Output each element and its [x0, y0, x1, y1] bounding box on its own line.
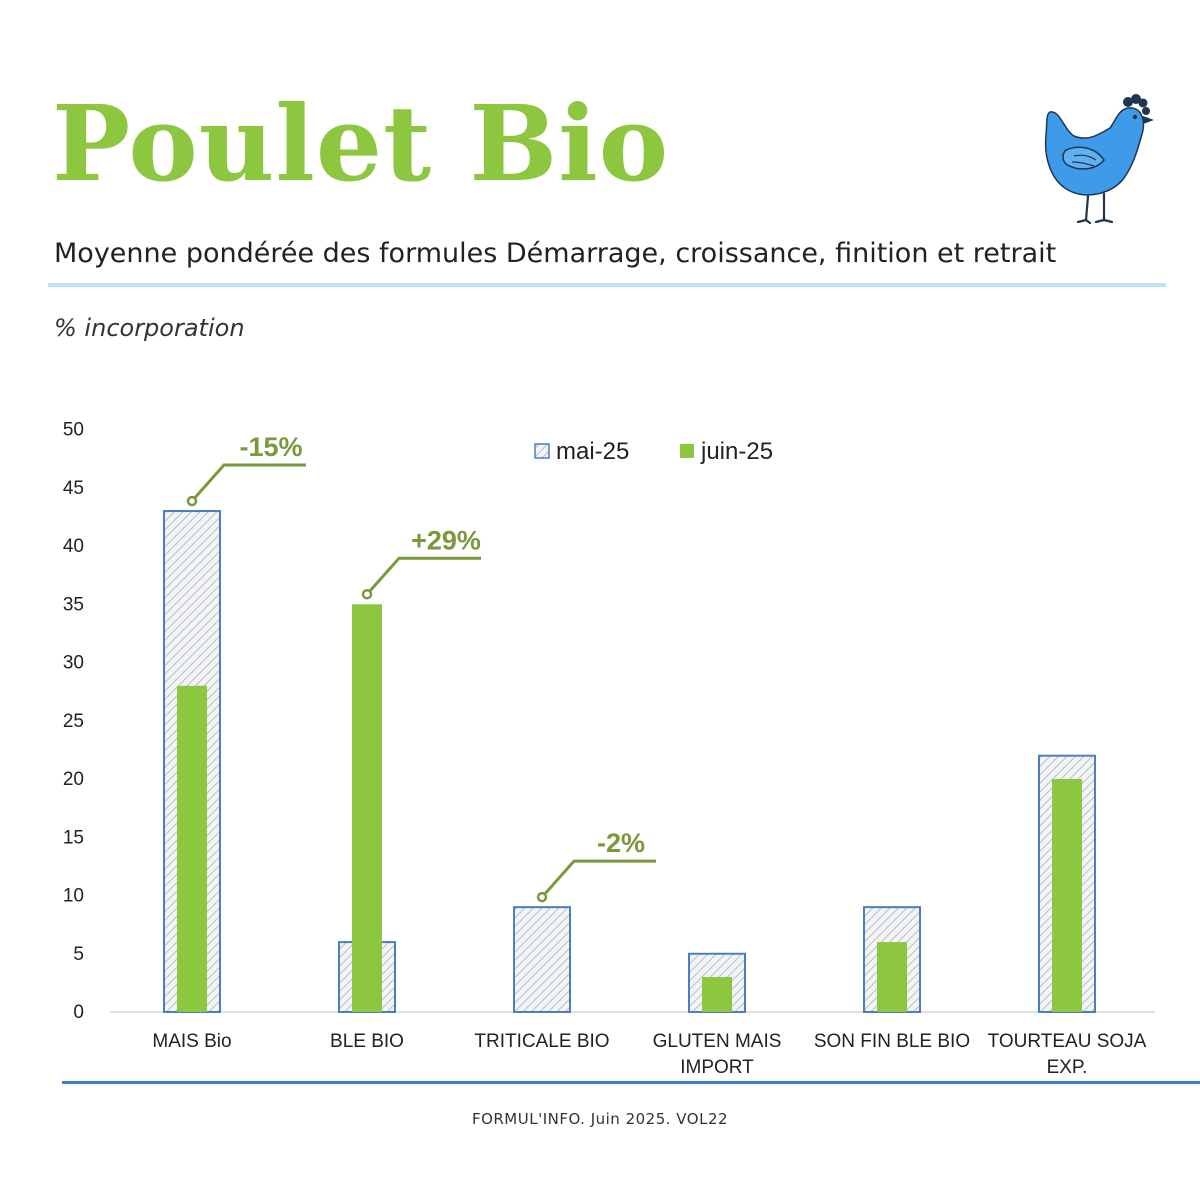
x-tick-label: MAIS Bio — [152, 1031, 231, 1052]
hen-icon — [1044, 94, 1154, 225]
bar-juin-25 — [877, 942, 907, 1012]
legend-swatch — [534, 443, 550, 459]
bar-mai-25 — [513, 906, 571, 1014]
header-divider — [48, 283, 1166, 287]
x-tick-label: TRITICALE BIO — [474, 1031, 609, 1052]
callout-line — [190, 463, 306, 503]
y-tick-label: 0 — [73, 1002, 84, 1023]
x-tick-label: TOURTEAU SOJA — [988, 1031, 1147, 1052]
bar-juin-25 — [177, 685, 207, 1012]
callout-line — [540, 859, 656, 899]
callout-dot — [361, 589, 373, 600]
legend-label: mai-25 — [556, 438, 629, 465]
callout-line — [365, 556, 481, 596]
callout-label: -2% — [597, 828, 645, 858]
bar-juin-25 — [1052, 779, 1082, 1012]
y-tick-label: 45 — [63, 478, 84, 499]
y-tick-label: 25 — [63, 711, 84, 732]
bar-juin-25 — [702, 977, 732, 1012]
y-tick-label: 50 — [63, 420, 84, 441]
legend-label: juin-25 — [700, 438, 773, 465]
callout-dot — [536, 891, 548, 903]
callout-label: +29% — [411, 525, 481, 555]
x-tick-label: SON FIN BLE BIO — [814, 1031, 970, 1052]
callout-label: -15% — [239, 432, 302, 462]
y-tick-label: 5 — [73, 944, 84, 965]
y-tick-label: 35 — [63, 594, 84, 615]
footer-divider — [62, 1081, 1200, 1084]
callout-dot — [186, 495, 198, 507]
page-subtitle: Moyenne pondérée des formules Démarrage,… — [54, 238, 1057, 269]
bar-chart: 0 5 10 15 20 25 30 35 40 45 50 MAIS Bio BLE BIO TRITI… — [63, 420, 1155, 1078]
y-axis-unit-label: % incorporation — [54, 314, 245, 342]
x-tick-label: IMPORT — [680, 1057, 754, 1078]
y-tick-label: 10 — [63, 886, 84, 907]
x-tick-label: BLE BIO — [330, 1031, 404, 1052]
y-tick-label: 15 — [63, 827, 84, 848]
y-tick-label: 40 — [63, 536, 84, 557]
x-tick-label: GLUTEN MAIS — [653, 1031, 782, 1052]
footer-credit: FORMUL'INFO. Juin 2025. VOL22 — [471, 1110, 729, 1128]
bar-juin-25 — [352, 604, 382, 1012]
x-tick-label: EXP. — [1047, 1057, 1088, 1078]
legend-swatch — [680, 444, 694, 458]
y-tick-label: 20 — [63, 769, 84, 790]
y-tick-label: 30 — [63, 653, 84, 674]
page-title: Poulet Bio — [52, 82, 670, 205]
